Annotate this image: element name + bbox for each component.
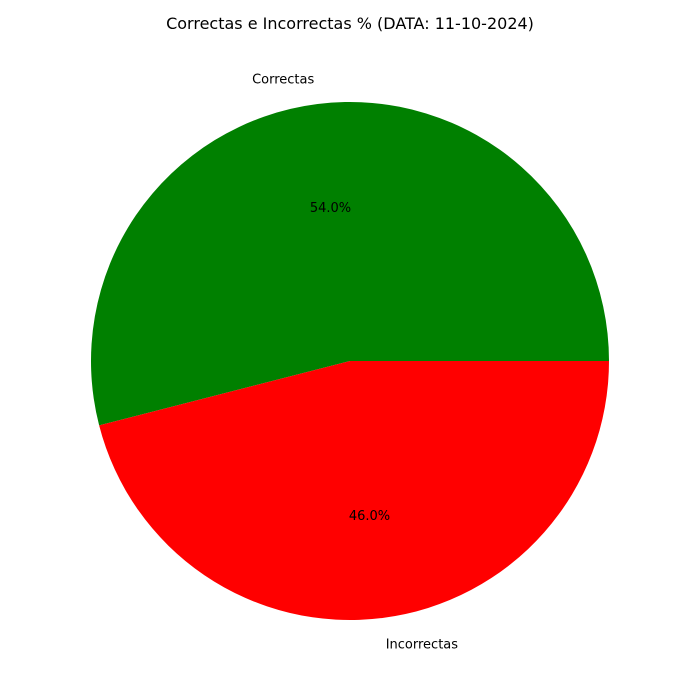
pie-slice-incorrectas xyxy=(99,361,609,620)
slice-percent-correctas: 54.0% xyxy=(310,201,351,216)
chart-title: Correctas e Incorrectas % (DATA: 11-10-2… xyxy=(166,14,534,33)
pie-slice-correctas xyxy=(90,102,609,426)
pie-slices xyxy=(90,102,609,620)
slice-label-incorrectas: Incorrectas xyxy=(386,638,459,653)
slice-percent-incorrectas: 46.0% xyxy=(349,509,390,524)
pie-labels: Correctas 54.0% Incorrectas 46.0% xyxy=(252,72,458,652)
slice-label-correctas: Correctas xyxy=(252,72,314,87)
